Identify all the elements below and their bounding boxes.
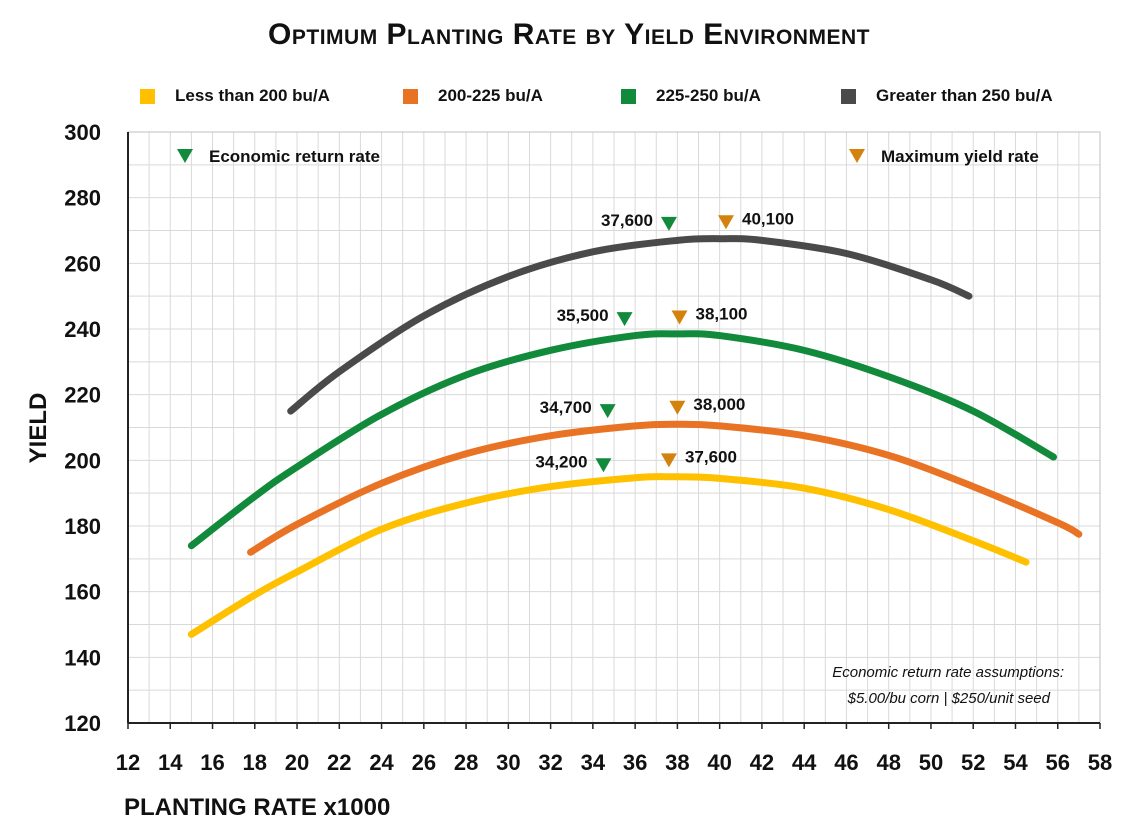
legend-item-200-225: 200-225 bu/A	[403, 86, 621, 106]
x-tick-label: 56	[1045, 750, 1069, 775]
x-tick-label: 12	[116, 750, 140, 775]
marker-legend-maximum-label: Maximum yield rate	[881, 147, 1039, 166]
x-axis-title: PLANTING RATE x1000	[124, 794, 390, 821]
x-tick-label: 14	[158, 750, 183, 775]
y-tick-label: 240	[64, 317, 101, 342]
x-tick-label: 54	[1003, 750, 1028, 775]
x-tick-label: 16	[200, 750, 224, 775]
marker-legend-economic-label: Economic return rate	[209, 147, 380, 166]
y-tick-label: 220	[64, 383, 101, 408]
y-tick-label: 120	[64, 711, 101, 736]
legend-item-gt250: Greater than 250 bu/A	[841, 86, 1053, 106]
chart-title: Optimum Planting Rate by Yield Environme…	[268, 18, 870, 51]
maximum-rate-marker	[717, 215, 734, 230]
legend-swatch-gt250	[841, 88, 856, 104]
economic-rate-label: 34,200	[535, 452, 587, 471]
maximum-rate-label: 40,100	[742, 209, 794, 228]
x-tick-label: 48	[876, 750, 900, 775]
economic-rate-label: 35,500	[557, 306, 609, 325]
series-line-lt200	[187, 473, 1030, 638]
x-tick-label: 34	[581, 750, 606, 775]
annotation-line1: Economic return rate assumptions:	[832, 664, 1064, 681]
x-tick-label: 24	[369, 750, 394, 775]
economic-rate-marker	[660, 216, 677, 231]
maximum-rate-marker	[660, 453, 677, 468]
x-tick-label: 38	[665, 750, 689, 775]
economic-marker-icon	[177, 149, 193, 163]
legend-item-lt200: Less than 200 bu/A	[140, 86, 403, 106]
legend-label-225-250: 225-250 bu/A	[656, 86, 761, 105]
y-tick-label: 200	[64, 448, 101, 473]
legend-swatch-200-225	[403, 88, 418, 104]
maximum-rate-label: 37,600	[685, 447, 737, 466]
maximum-rate-marker	[669, 400, 686, 415]
x-tick-label: 20	[285, 750, 309, 775]
x-tick-label: 58	[1088, 750, 1112, 775]
annotation-line2: $5.00/bu corn | $250/unit seed	[847, 690, 1051, 707]
legend-item-225-250: 225-250 bu/A	[621, 86, 841, 106]
y-axis-title: YIELD	[25, 393, 52, 464]
legend-swatch-225-250	[621, 88, 636, 104]
marker-legend-maximum: Maximum yield rate	[849, 147, 1039, 166]
markers: 34,200 37,600 34,700 38,000 35,500 38,100 37,6…	[535, 209, 794, 473]
x-tick-label: 18	[243, 750, 267, 775]
y-tick-label: 160	[64, 580, 101, 605]
legend: Less than 200 bu/A 200-225 bu/A 225-250 …	[140, 86, 1100, 106]
economic-rate-marker	[599, 404, 616, 419]
economic-rate-label: 34,700	[540, 398, 592, 417]
x-tick-label: 52	[961, 750, 985, 775]
x-tick-label: 28	[454, 750, 478, 775]
x-tick-label: 26	[412, 750, 436, 775]
economic-rate-marker	[616, 312, 633, 327]
x-tick-label: 30	[496, 750, 520, 775]
y-tick-label: 260	[64, 251, 101, 276]
x-tick-label: 50	[919, 750, 943, 775]
maximum-marker-icon	[849, 149, 865, 163]
maximum-rate-marker	[671, 310, 688, 325]
x-tick-label: 42	[750, 750, 774, 775]
y-tick-label: 180	[64, 514, 101, 539]
x-tick-label: 44	[792, 750, 817, 775]
series-line-gt250	[287, 235, 973, 415]
x-tick-label: 22	[327, 750, 351, 775]
x-tick-label: 36	[623, 750, 647, 775]
x-tick-label: 46	[834, 750, 858, 775]
axes: 12 14 16 18 20 22 24 26 28 30 32 34 36 38 40 42 44 46 48 50…	[64, 120, 1112, 775]
x-tick-label: 40	[707, 750, 731, 775]
legend-label-gt250: Greater than 250 bu/A	[876, 86, 1053, 105]
marker-legend-economic: Economic return rate	[177, 147, 380, 166]
series-line-200-225	[247, 420, 1083, 556]
y-tick-label: 300	[64, 120, 101, 145]
y-tick-label: 280	[64, 186, 101, 211]
legend-label-200-225: 200-225 bu/A	[438, 86, 543, 105]
x-tick-label: 32	[538, 750, 562, 775]
series-line-225-250	[187, 330, 1058, 550]
legend-swatch-lt200	[140, 88, 155, 104]
economic-rate-label: 37,600	[601, 211, 653, 230]
maximum-rate-label: 38,000	[693, 395, 745, 414]
y-tick-label: 140	[64, 645, 101, 670]
legend-label-lt200: Less than 200 bu/A	[175, 86, 330, 105]
series-lines	[187, 235, 1083, 638]
maximum-rate-label: 38,100	[696, 305, 748, 324]
economic-rate-marker	[595, 458, 612, 473]
